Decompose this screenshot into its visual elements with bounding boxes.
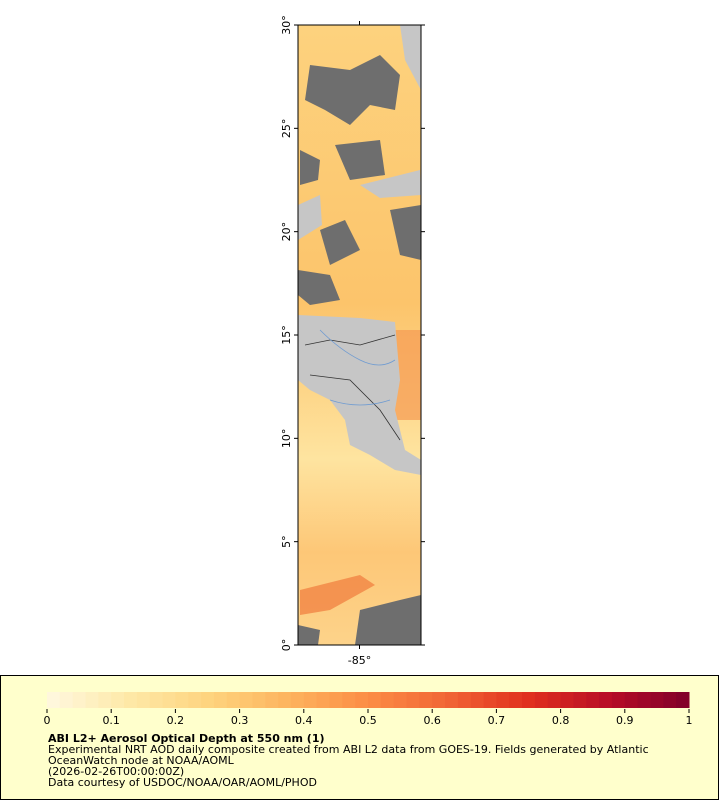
colorbar-swatch [98,692,112,708]
colorbar-tick-label: 0.5 [359,714,377,727]
colorbar-swatch [509,692,523,708]
colorbar-tick-label: 1 [686,714,693,727]
colorbar-tick-label: 0.3 [231,714,249,727]
colorbar-swatch [483,692,497,708]
colorbar-swatch [368,692,382,708]
colorbar-swatch [676,692,690,708]
colorbar: 0 0.1 0.2 0.3 0.4 0.5 0.6 0.7 0.8 0.9 1 [44,692,693,727]
colorbar-tick-label: 0.7 [488,714,506,727]
colorbar-swatch [303,692,318,708]
legend-line: Experimental NRT AOD daily composite cre… [48,743,649,756]
colorbar-swatch [573,692,587,708]
legend-line: Data courtesy of USDOC/NOAA/OAR/AOML/PHO… [48,776,317,789]
y-tick-label: 30° [280,15,293,35]
colorbar-tick-label: 0 [44,714,51,727]
colorbar-swatch [290,692,305,708]
colorbar-swatch [85,692,99,708]
colorbar-swatch [611,692,626,708]
colorbar-swatch [175,692,189,708]
colorbar-swatch [226,692,241,708]
colorbar-tick-label: 0.1 [102,714,120,727]
colorbar-swatch [329,692,343,708]
colorbar-swatch [252,692,266,708]
colorbar-swatch [316,692,330,708]
colorbar-swatch [419,692,433,708]
colorbar-swatch [47,692,61,708]
colorbar-swatch [650,692,664,708]
colorbar-swatch [213,692,228,708]
colorbar-swatch [239,692,253,708]
y-tick-label: 10° [280,429,293,449]
colorbar-swatch [432,692,446,708]
colorbar-swatch [355,692,369,708]
colorbar-swatch [445,692,459,708]
colorbar-swatch [470,692,485,708]
colorbar-tick-label: 0.8 [552,714,570,727]
y-tick-label: 20° [280,222,293,242]
legend-title: ABI L2+ Aerosol Optical Depth at 550 nm … [48,732,325,745]
x-tick-label: -85° [348,654,371,667]
colorbar-tick-label: 0.4 [295,714,313,727]
colorbar-swatch [111,692,125,708]
colorbar-swatch [457,692,472,708]
colorbar-swatch [124,692,138,708]
colorbar-swatch [149,692,164,708]
colorbar-swatch [637,692,651,708]
colorbar-swatch [560,692,574,708]
colorbar-swatch [522,692,536,708]
axes: 0° 5° 10° 15° 20° 25° 30° -85° [280,15,425,667]
colorbar-swatch [599,692,613,708]
colorbar-swatch [547,692,562,708]
y-tick-label: 15° [280,325,293,345]
colorbar-swatch [586,692,600,708]
y-tick-label: 25° [280,119,293,139]
y-tick-label: 0° [280,639,293,652]
colorbar-swatch [496,692,510,708]
map-image [298,25,421,645]
colorbar-tick-label: 0.6 [423,714,441,727]
colorbar-swatch [663,692,677,708]
legend-line: OceanWatch node at NOAA/AOML [48,754,235,767]
colorbar-tick-label: 0.2 [167,714,185,727]
colorbar-swatch [72,692,87,708]
colorbar-swatch [59,692,74,708]
colorbar-swatch [624,692,639,708]
colorbar-swatch [380,692,395,708]
colorbar-swatch [278,692,292,708]
colorbar-swatch [162,692,176,708]
colorbar-swatch [406,692,420,708]
legend-line: (2026-02-26T00:00:00Z) [48,765,184,778]
colorbar-swatch [342,692,356,708]
y-tick-label: 5° [280,535,293,548]
colorbar-swatch [136,692,151,708]
colorbar-swatch [201,692,215,708]
colorbar-tick-label: 0.9 [616,714,634,727]
colorbar-swatch [188,692,202,708]
colorbar-swatch [534,692,549,708]
colorbar-swatch [393,692,408,708]
colorbar-swatch [265,692,279,708]
